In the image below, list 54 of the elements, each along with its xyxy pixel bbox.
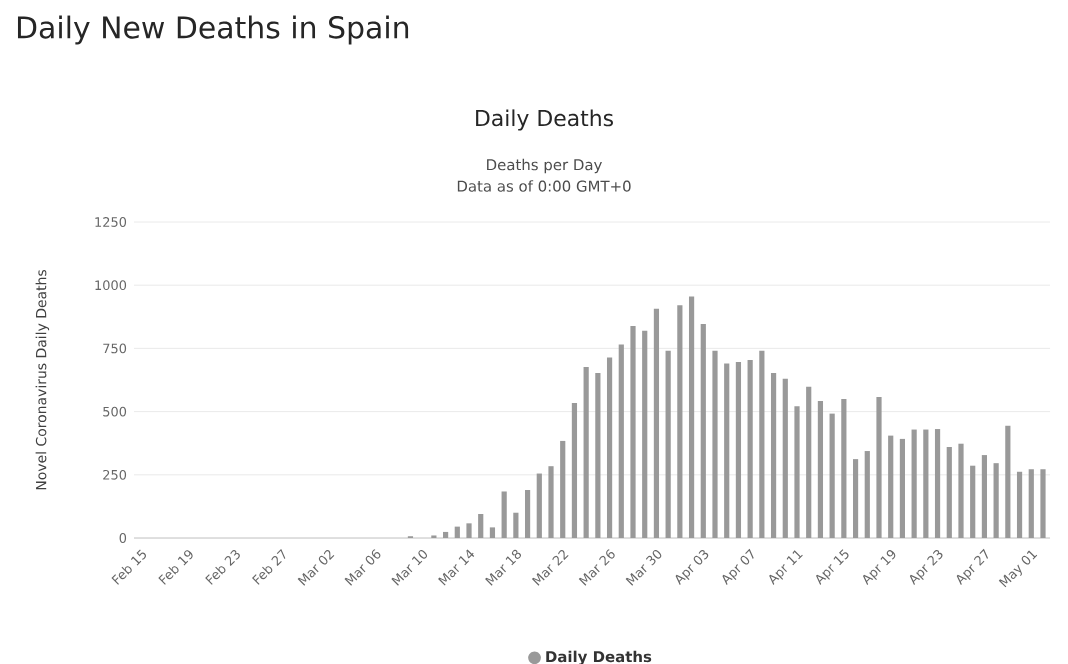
bar	[665, 350, 671, 538]
bar	[513, 512, 519, 538]
bar	[606, 357, 613, 538]
bar	[946, 446, 952, 538]
bar	[747, 360, 753, 538]
bar	[466, 523, 472, 538]
bar	[677, 305, 683, 538]
bar	[993, 463, 999, 538]
bar	[454, 526, 460, 538]
bar	[560, 440, 566, 538]
bar	[595, 372, 601, 538]
bar	[934, 429, 941, 538]
bar	[478, 513, 484, 538]
bar	[841, 398, 847, 538]
bar	[770, 372, 777, 538]
bar	[501, 491, 507, 538]
bar	[583, 367, 589, 538]
bar	[970, 465, 976, 538]
bar	[653, 308, 660, 538]
bar	[1028, 469, 1034, 538]
bar	[876, 396, 882, 538]
bar	[817, 400, 824, 538]
bar	[442, 531, 449, 538]
bar	[864, 451, 870, 538]
bar	[899, 438, 906, 538]
bar	[829, 413, 835, 538]
bar	[782, 378, 788, 538]
bar	[852, 459, 859, 538]
bar	[735, 362, 742, 538]
bar	[759, 350, 765, 538]
bar	[1005, 425, 1011, 538]
bar	[700, 323, 706, 538]
bar	[981, 455, 988, 538]
bar	[571, 403, 578, 538]
bar	[724, 363, 730, 538]
bar	[618, 344, 624, 538]
bar	[1040, 469, 1046, 538]
bar	[536, 473, 542, 538]
bar	[642, 330, 648, 538]
chart-subtitle: Daily Deaths	[476, 109, 613, 131]
bar	[688, 296, 695, 538]
bar	[923, 429, 929, 538]
bar	[489, 527, 496, 538]
bar	[524, 489, 531, 538]
bar	[911, 429, 917, 538]
chart-title: Daily New Deaths in Spain	[17, 15, 409, 45]
bar	[888, 435, 894, 538]
bar	[712, 350, 718, 538]
bar	[1016, 471, 1023, 538]
bar	[794, 406, 800, 538]
bar	[548, 466, 554, 538]
bar	[630, 325, 636, 538]
bar	[806, 386, 812, 538]
bar	[958, 443, 964, 538]
